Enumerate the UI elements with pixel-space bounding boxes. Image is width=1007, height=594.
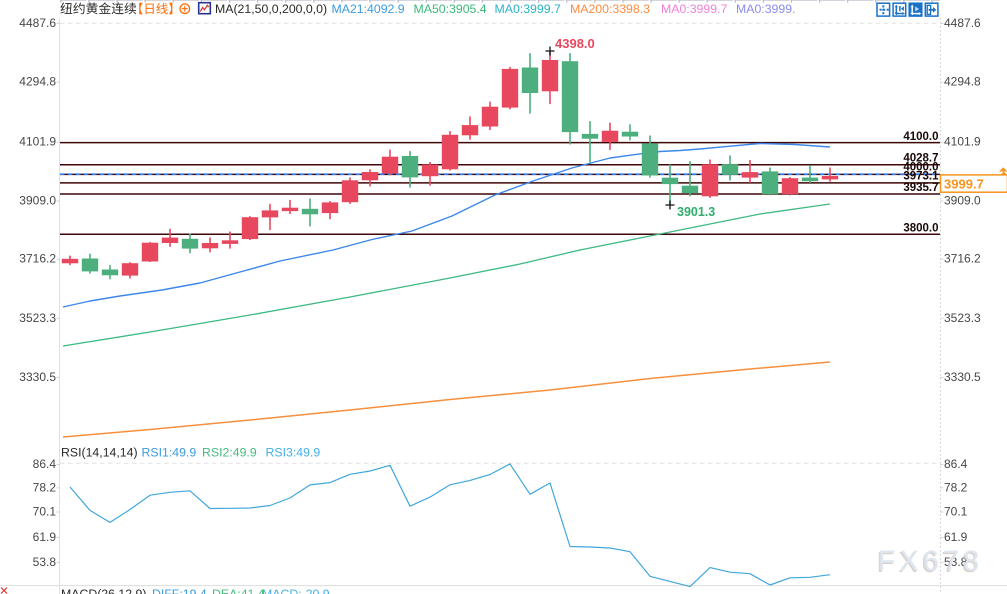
svg-text:4487.6: 4487.6: [19, 16, 56, 30]
svg-text:RSI1:49.9: RSI1:49.9: [142, 446, 197, 460]
svg-text:3800.0: 3800.0: [903, 222, 938, 234]
svg-text:FX678: FX678: [877, 547, 982, 579]
svg-text:3935.7: 3935.7: [903, 182, 938, 194]
svg-text:3999.7: 3999.7: [944, 177, 984, 192]
svg-text:MACD:-20.9: MACD:-20.9: [262, 587, 330, 594]
svg-text:53.8: 53.8: [944, 555, 968, 569]
svg-text:RSI3:49.9: RSI3:49.9: [266, 446, 321, 460]
svg-text:86.4: 86.4: [33, 457, 57, 471]
svg-text:4101.9: 4101.9: [944, 135, 981, 149]
svg-text:4294.8: 4294.8: [19, 75, 56, 89]
svg-text:86.4: 86.4: [944, 457, 968, 471]
svg-text:4000.0: 4000.0: [903, 162, 938, 174]
svg-text:70.1: 70.1: [944, 504, 968, 518]
svg-text:78.2: 78.2: [33, 480, 57, 494]
svg-text:4487.6: 4487.6: [944, 16, 981, 30]
svg-text:3909.0: 3909.0: [19, 194, 56, 208]
svg-text:4100.0: 4100.0: [903, 131, 938, 143]
svg-text:78.2: 78.2: [944, 480, 968, 494]
svg-text:70.1: 70.1: [33, 504, 57, 518]
svg-text:3909.0: 3909.0: [944, 194, 981, 208]
svg-text:4398.0: 4398.0: [555, 36, 595, 51]
svg-text:4101.9: 4101.9: [19, 135, 56, 149]
svg-text:MA(21,50,0,200,0,0): MA(21,50,0,200,0,0): [215, 2, 327, 16]
svg-text:FX678: FX678: [877, 546, 982, 578]
svg-text:DIFF:19.4: DIFF:19.4: [152, 587, 207, 594]
svg-text:61.9: 61.9: [33, 530, 57, 544]
svg-text:3716.2: 3716.2: [19, 252, 56, 266]
svg-text:MA0:3999.7: MA0:3999.7: [661, 2, 727, 16]
svg-text:3523.3: 3523.3: [944, 311, 981, 325]
svg-text:61.9: 61.9: [944, 530, 968, 544]
svg-text:3330.5: 3330.5: [944, 370, 981, 384]
svg-text:FX678: FX678: [878, 545, 983, 577]
svg-text:3330.5: 3330.5: [19, 370, 56, 384]
svg-text:3523.3: 3523.3: [19, 311, 56, 325]
svg-text:53.8: 53.8: [33, 555, 57, 569]
svg-text:4028.7: 4028.7: [903, 152, 938, 164]
svg-text:MA21:4092.9: MA21:4092.9: [332, 2, 405, 16]
svg-text:MA50:3905.4: MA50:3905.4: [414, 2, 487, 16]
svg-text:RSI2:49.9: RSI2:49.9: [202, 446, 257, 460]
svg-text:4294.8: 4294.8: [944, 75, 981, 89]
svg-text:3901.3: 3901.3: [677, 205, 715, 219]
svg-text:3973.1: 3973.1: [903, 171, 939, 183]
svg-text:DEA:41.4: DEA:41.4: [212, 587, 265, 594]
svg-text:MA0:3999.7: MA0:3999.7: [495, 2, 561, 16]
svg-text:3716.2: 3716.2: [944, 252, 981, 266]
svg-text:MA0:3999.: MA0:3999.: [736, 2, 795, 16]
svg-text:MA200:3398.3: MA200:3398.3: [570, 2, 650, 16]
svg-text:RSI(14,14,14): RSI(14,14,14): [61, 446, 138, 460]
svg-text:MACD(26,12,9): MACD(26,12,9): [61, 587, 146, 594]
